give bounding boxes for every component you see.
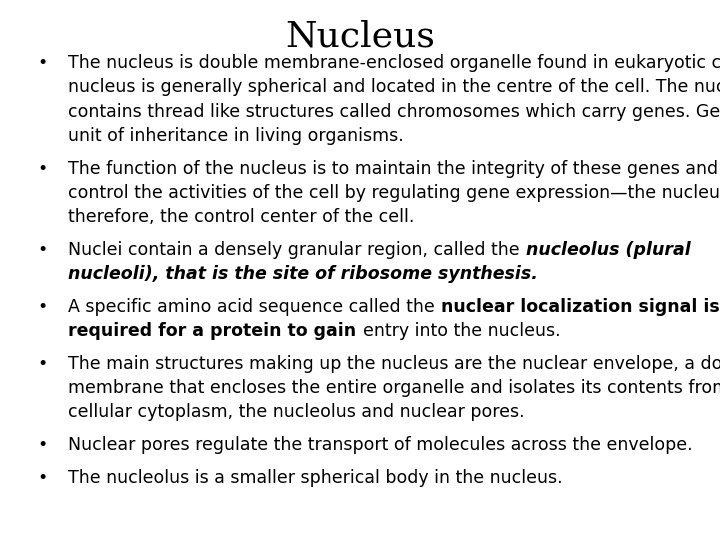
Text: The function of the nucleus is to maintain the integrity of these genes and to: The function of the nucleus is to mainta…: [68, 159, 720, 178]
Text: •: •: [37, 355, 48, 373]
Text: •: •: [37, 159, 48, 178]
Text: •: •: [37, 298, 48, 316]
Text: entry into the nucleus.: entry into the nucleus.: [363, 322, 560, 340]
Text: required for a protein to gain: required for a protein to gain: [68, 322, 363, 340]
Text: A specific amino acid sequence called the: A specific amino acid sequence called th…: [68, 298, 441, 316]
Text: nucleoli), that is the site of ribosome synthesis.: nucleoli), that is the site of ribosome …: [68, 265, 539, 283]
Text: Nuclear pores regulate the transport of molecules across the envelope.: Nuclear pores regulate the transport of …: [68, 436, 693, 454]
Text: nuclear localization signal is: nuclear localization signal is: [441, 298, 719, 316]
Text: nucleus is generally spherical and located in the centre of the cell. The nucleu: nucleus is generally spherical and locat…: [68, 78, 720, 96]
Text: •: •: [37, 469, 48, 487]
Text: nucleolus (plural: nucleolus (plural: [526, 241, 690, 259]
Text: membrane that encloses the entire organelle and isolates its contents from the: membrane that encloses the entire organe…: [68, 379, 720, 397]
Text: therefore, the control center of the cell.: therefore, the control center of the cel…: [68, 208, 415, 226]
Text: The main structures making up the nucleus are the nuclear envelope, a double: The main structures making up the nucleu…: [68, 355, 720, 373]
Text: The nucleus is double membrane-enclosed organelle found in eukaryotic cells. The: The nucleus is double membrane-enclosed …: [68, 54, 720, 72]
Text: control the activities of the cell by regulating gene expression—the nucleus is,: control the activities of the cell by re…: [68, 184, 720, 202]
Text: cellular cytoplasm, the nucleolus and nuclear pores.: cellular cytoplasm, the nucleolus and nu…: [68, 403, 525, 421]
Text: •: •: [37, 54, 48, 72]
Text: •: •: [37, 241, 48, 259]
Text: The nucleolus is a smaller spherical body in the nucleus.: The nucleolus is a smaller spherical bod…: [68, 469, 563, 487]
Text: •: •: [37, 436, 48, 454]
Text: contains thread like structures called chromosomes which carry genes. Gene is a: contains thread like structures called c…: [68, 103, 720, 120]
Text: unit of inheritance in living organisms.: unit of inheritance in living organisms.: [68, 127, 404, 145]
Text: Nuclei contain a densely granular region, called the: Nuclei contain a densely granular region…: [68, 241, 526, 259]
Text: Nucleus: Nucleus: [285, 20, 435, 54]
